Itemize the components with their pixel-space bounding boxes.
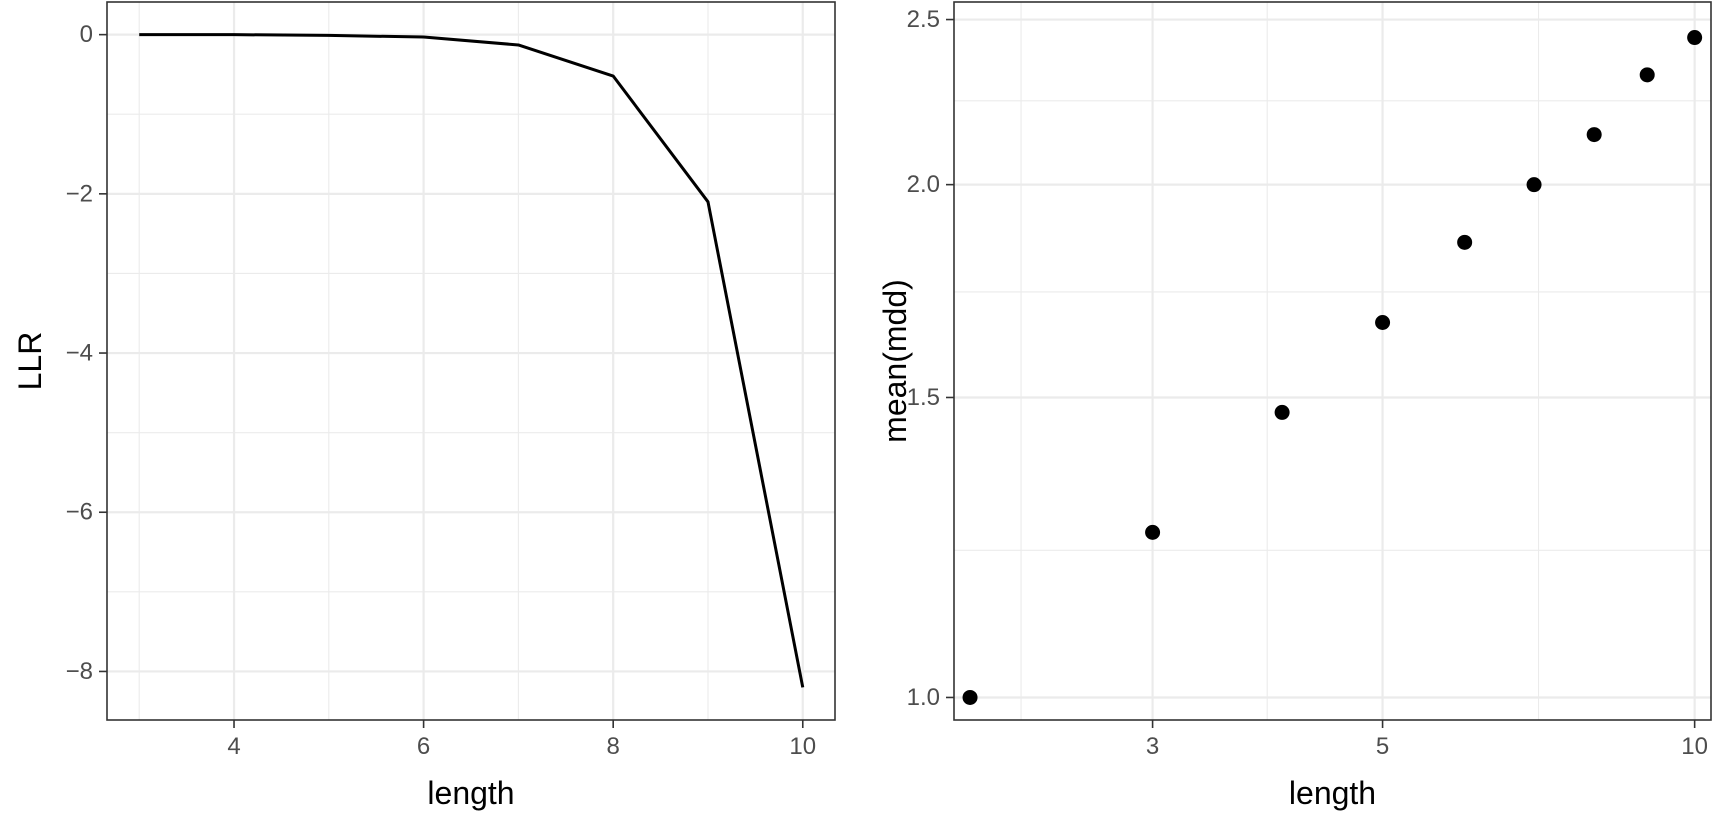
mdd-y-tick-label: 1.0 [907,684,940,711]
llr-y-axis-title: LLR [12,332,48,391]
mdd-x-axis-title: length [1289,775,1376,811]
llr-x-axis-title: length [427,775,514,811]
mdd-x-tick-label: 10 [1681,733,1708,760]
llr-line-chart: 0 −2 −4 −6 −8 4 6 8 10 length LLR [12,1,836,811]
mdd-data-point [1687,30,1703,46]
mdd-data-point [1526,177,1542,193]
mdd-y-axis-title: mean(mdd) [877,279,913,443]
mdd-y-tick-label: 2.5 [907,6,940,33]
mdd-data-point [1457,234,1473,250]
llr-y-tick-label: −8 [66,658,93,685]
mdd-data-point [1145,524,1161,540]
mdd-y-tick-label: 2.0 [907,171,940,198]
llr-x-tick-label: 6 [417,733,430,760]
mdd-data-point [962,689,978,705]
mean-mdd-scatter-chart: 1.0 1.5 2.0 2.5 3 5 10 length mean(mdd) [877,1,1712,811]
mdd-data-point [1274,404,1290,420]
mdd-x-tick-label: 3 [1146,733,1159,760]
mdd-panel-border [953,1,1712,721]
llr-series-line [139,33,805,688]
llr-panel-border [106,1,836,721]
llr-x-tick-label: 4 [227,733,240,760]
mdd-data-point [1375,314,1391,330]
llr-y-tick-label: 0 [80,21,93,48]
llr-x-tick-label: 8 [607,733,620,760]
llr-y-tick-label: −6 [66,499,93,526]
mdd-data-point [1586,127,1602,143]
mdd-data-point [1639,67,1655,83]
mdd-y-tick-label: 1.5 [907,384,940,411]
llr-y-tick-label: −4 [66,340,93,367]
llr-y-tick-label: −2 [66,180,93,207]
llr-x-tick-label: 10 [789,733,816,760]
mdd-x-tick-label: 5 [1376,733,1389,760]
